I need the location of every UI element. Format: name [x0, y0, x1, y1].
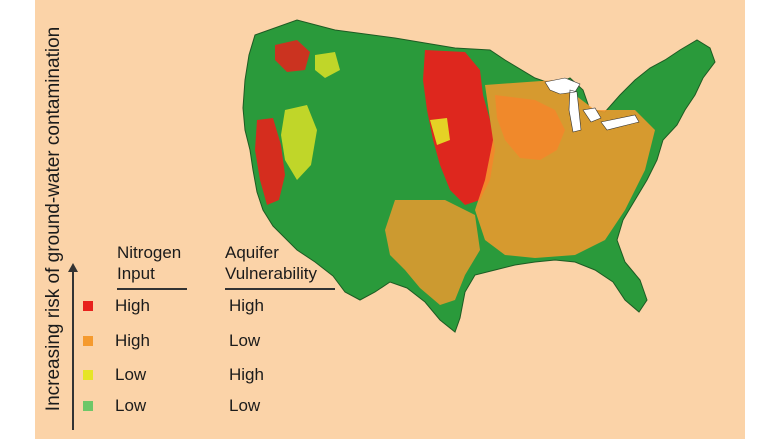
legend-header-nitrogen-line2: Input	[117, 264, 155, 283]
us-map	[35, 0, 745, 439]
low-high-region-northwest	[315, 52, 340, 78]
legend-aquifer-value: High	[229, 296, 264, 315]
legend-swatch	[83, 370, 93, 380]
great-lakes	[544, 77, 640, 133]
legend-nitrogen-value: High	[115, 331, 150, 350]
legend-header-rule	[117, 288, 187, 290]
legend-nitrogen-value: Low	[115, 396, 147, 415]
legend-header-nitrogen: Nitrogen Input	[117, 242, 187, 290]
risk-arrow-head	[68, 263, 78, 272]
risk-arrow-line	[72, 270, 74, 430]
legend-header-aquifer-line2: Vulnerability	[225, 264, 317, 283]
legend-header-aquifer-line1: Aquifer	[225, 243, 279, 262]
risk-axis: Increasing risk of ground-water contamin…	[35, 0, 73, 439]
low-high-region-nevada	[281, 105, 317, 180]
legend-header-rule	[225, 288, 335, 290]
risk-axis-label: Increasing risk of ground-water contamin…	[43, 26, 64, 412]
us-map-svg	[242, 19, 716, 333]
legend-header-aquifer: Aquifer Vulnerability	[225, 242, 335, 290]
figure-panel: Increasing risk of ground-water contamin…	[35, 0, 745, 439]
high-high-region-northwest	[275, 40, 310, 72]
legend-header-nitrogen-line1: Nitrogen	[117, 243, 182, 262]
legend-swatch	[83, 336, 93, 346]
legend-nitrogen-value: Low	[115, 365, 147, 384]
legend-nitrogen-value: High	[115, 296, 150, 315]
high-high-region-california	[255, 118, 285, 205]
legend-swatch	[83, 401, 93, 411]
low-high-region-plains	[430, 118, 450, 145]
legend-aquifer-value: Low	[229, 396, 261, 415]
legend-aquifer-value: High	[229, 365, 264, 384]
high-high-region-plains	[423, 50, 495, 205]
high-low-region-texas	[385, 200, 480, 305]
legend-swatch	[83, 301, 93, 311]
legend-aquifer-value: Low	[229, 331, 261, 350]
